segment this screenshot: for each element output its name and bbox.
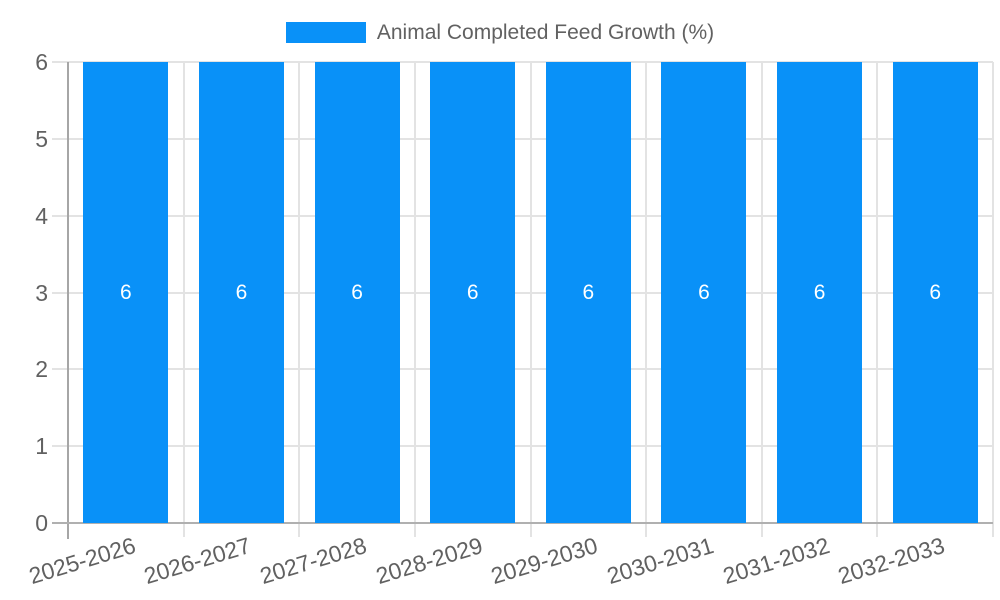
y-axis-tick-label: 4 <box>35 202 48 229</box>
x-axis-tick-label: 2032-2033 <box>834 532 948 590</box>
x-gridline <box>876 62 879 537</box>
x-axis-tick-label: 2028-2029 <box>372 532 486 590</box>
x-axis-tick-label: 2030-2031 <box>603 532 717 590</box>
y-gridline <box>52 368 993 371</box>
x-axis-tick-label: 2026-2027 <box>141 532 255 590</box>
bar-value-label: 6 <box>235 280 248 304</box>
legend-swatch <box>285 22 366 43</box>
x-axis-tick-label: 2029-2030 <box>488 532 601 590</box>
bar[interactable]: 6 <box>430 62 516 523</box>
x-gridline <box>992 62 994 537</box>
y-gridline <box>52 137 993 140</box>
chart-legend[interactable]: Animal Completed Feed Growth (%) <box>0 21 1000 44</box>
legend-label: Animal Completed Feed Growth (%) <box>376 21 715 44</box>
bar[interactable]: 6 <box>545 62 631 523</box>
bar-value-label: 6 <box>351 280 363 304</box>
bar-value-label: 6 <box>813 280 826 304</box>
bar[interactable]: 6 <box>892 62 978 523</box>
bar[interactable]: 6 <box>777 62 863 523</box>
x-axis-tick-label: 2027-2028 <box>256 532 370 590</box>
y-gridline <box>52 291 993 294</box>
x-axis-tick-label: 2031-2032 <box>719 532 833 590</box>
y-gridline <box>52 61 993 63</box>
x-gridline <box>413 62 416 537</box>
y-axis-tick-label: 3 <box>35 279 48 306</box>
bar[interactable]: 6 <box>661 62 747 523</box>
y-gridline <box>52 445 993 448</box>
y-axis-tick-label: 1 <box>35 433 48 460</box>
bar-value-label: 6 <box>466 280 479 304</box>
x-gridline <box>645 62 648 537</box>
x-gridline <box>529 62 532 537</box>
x-gridline <box>760 62 763 537</box>
y-axis-tick-label: 5 <box>35 125 48 152</box>
x-gridline <box>298 62 301 537</box>
y-axis-line <box>67 62 69 539</box>
bar-value-label: 6 <box>582 280 595 304</box>
bar[interactable]: 6 <box>83 62 169 523</box>
x-gridline <box>182 62 185 537</box>
bar-value-label: 6 <box>929 280 942 304</box>
y-axis-tick-label: 6 <box>35 49 48 75</box>
y-gridline <box>52 214 993 217</box>
x-axis-line <box>52 522 993 524</box>
bar-value-label: 6 <box>698 280 710 304</box>
bar[interactable]: 6 <box>198 62 284 523</box>
y-axis-tick-label: 0 <box>35 510 48 536</box>
bar[interactable]: 6 <box>314 62 400 523</box>
plot-area: 0 1 2 3 4 5 6 6 6 6 6 6 6 6 6 2025-2026 2026-2027 2027-20… <box>26 49 994 589</box>
x-axis-tick-label: 2025-2026 <box>25 532 139 590</box>
bar-value-label: 6 <box>119 280 132 304</box>
y-axis-tick-label: 2 <box>35 356 48 383</box>
